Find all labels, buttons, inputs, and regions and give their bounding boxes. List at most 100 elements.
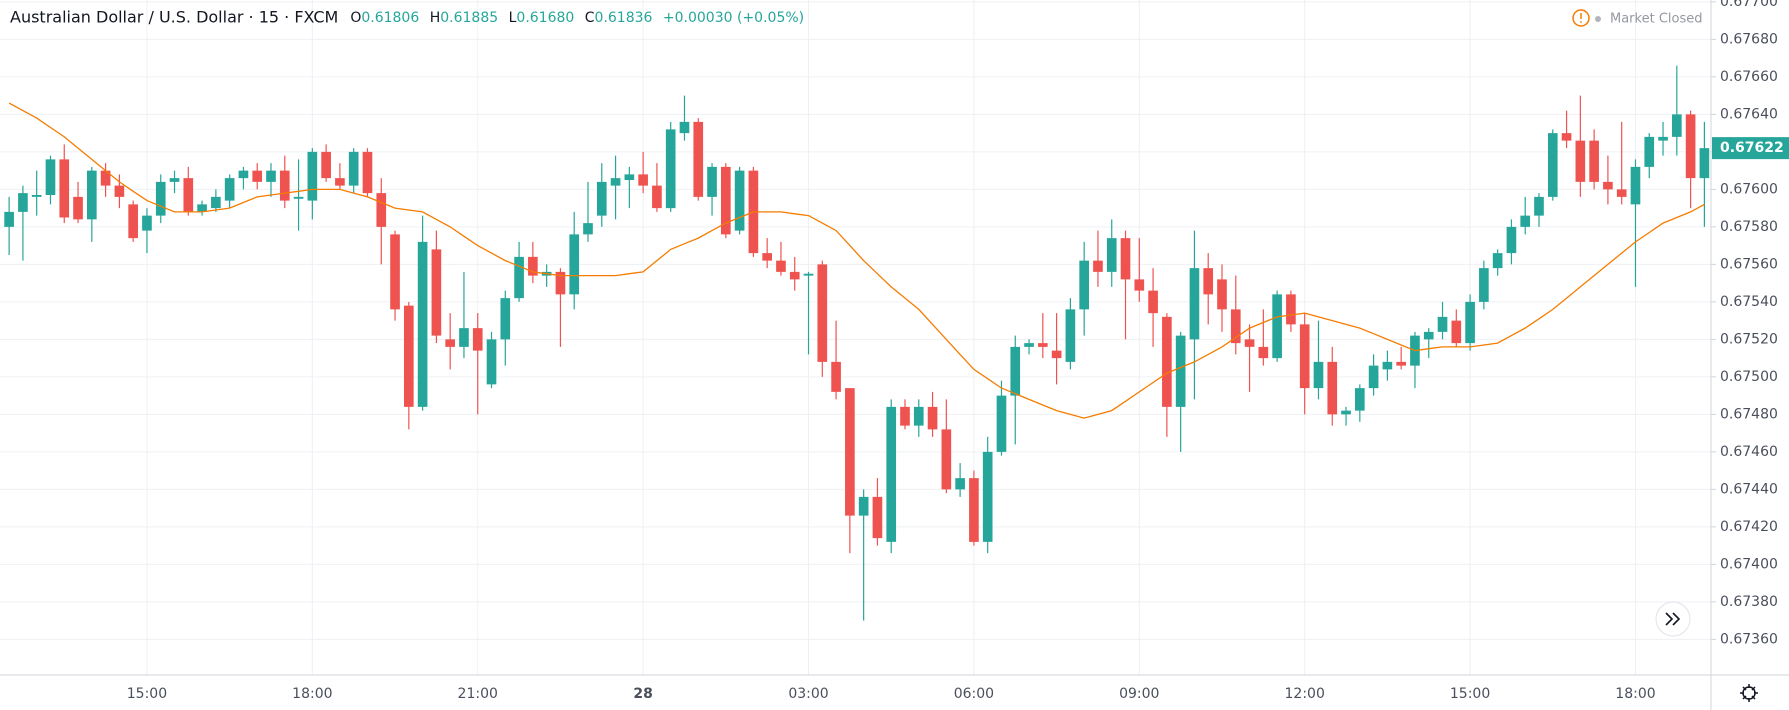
- candle-body: [1148, 290, 1158, 314]
- candle-body: [73, 196, 83, 220]
- candle-body: [1272, 294, 1282, 359]
- candle-body: [362, 151, 373, 194]
- candle-body: [1437, 316, 1448, 332]
- y-tick-label: 0.67380: [1720, 594, 1778, 610]
- candle-body: [1534, 196, 1544, 216]
- y-tick-label: 0.67700: [1720, 0, 1778, 10]
- candle-body: [1575, 140, 1586, 182]
- candle-body: [858, 496, 869, 516]
- candle-body: [872, 496, 883, 539]
- open-value: 0.61806: [361, 10, 419, 26]
- candle-body: [348, 151, 359, 186]
- candle-body: [1106, 238, 1117, 272]
- high-label: H: [430, 10, 441, 26]
- y-tick-label: 0.67560: [1720, 256, 1778, 272]
- candle-body: [114, 185, 125, 197]
- y-tick-label: 0.67600: [1720, 181, 1778, 197]
- candle-body: [776, 260, 786, 272]
- candle-body: [279, 170, 290, 201]
- candle-body: [183, 178, 194, 212]
- candle-body: [31, 195, 42, 197]
- candle-body: [1286, 294, 1296, 325]
- candle-body: [417, 241, 428, 407]
- candle-body: [100, 170, 111, 186]
- candle-body: [1492, 253, 1503, 269]
- high-value: 0.61885: [440, 10, 498, 26]
- candle-body: [1423, 331, 1434, 340]
- candle-body: [390, 234, 400, 310]
- candle-body: [45, 159, 56, 195]
- candle-body: [1258, 346, 1269, 359]
- candle-body: [1299, 324, 1310, 389]
- candle-body: [1051, 350, 1062, 359]
- candle-body: [86, 170, 97, 220]
- candle-body: [941, 429, 952, 490]
- candle-body: [1561, 133, 1572, 141]
- y-tick-label: 0.67660: [1720, 69, 1778, 85]
- legend-header: Australian Dollar / U.S. Dollar · 15 · F…: [10, 8, 338, 27]
- x-tick-label: 18:00: [292, 686, 332, 702]
- candle-body: [693, 121, 704, 197]
- y-tick-label: 0.67420: [1720, 519, 1778, 535]
- grid: [0, 0, 1711, 675]
- candle-body: [1506, 226, 1517, 254]
- candle-body: [1547, 133, 1558, 197]
- candle-body: [1162, 316, 1172, 407]
- candle-body: [1093, 260, 1103, 272]
- candle-body: [1175, 335, 1186, 407]
- candle-body: [403, 305, 414, 407]
- candle-body: [1037, 343, 1048, 347]
- candle-body: [128, 204, 138, 239]
- candle-body: [996, 395, 1007, 452]
- candle-body: [1120, 238, 1131, 280]
- open-label: O: [350, 10, 361, 26]
- warning-icon[interactable]: [1572, 9, 1590, 27]
- candle-body: [845, 388, 855, 516]
- candle-body: [197, 204, 207, 212]
- x-tick-label: 09:00: [1119, 686, 1159, 702]
- candle-body: [1616, 189, 1627, 197]
- settings-button[interactable]: [1740, 684, 1758, 702]
- candle-body: [1658, 136, 1668, 141]
- candle-body: [707, 166, 717, 197]
- warning-icon-dot: [1580, 21, 1582, 23]
- scroll-icon: [1665, 612, 1681, 626]
- candle-body: [1520, 215, 1531, 227]
- candle-body: [335, 178, 345, 186]
- y-tick-label: 0.67360: [1720, 631, 1778, 647]
- candle-body: [376, 193, 387, 227]
- candle-body: [969, 478, 979, 542]
- candle-body: [679, 121, 690, 134]
- candle-body: [1382, 361, 1393, 370]
- candle-body: [610, 178, 621, 186]
- symbol-title: Australian Dollar / U.S. Dollar · 15 · F…: [10, 8, 338, 27]
- candle-body: [224, 178, 235, 201]
- candle-body: [4, 211, 14, 227]
- candle-body: [1327, 361, 1338, 415]
- market-status: Market Closed: [1610, 12, 1703, 27]
- candle-body: [817, 264, 828, 362]
- candle-body: [1079, 260, 1089, 310]
- candle-body: [734, 170, 745, 231]
- candle-body: [1368, 365, 1379, 389]
- candle-body: [266, 170, 276, 182]
- candle-body: [459, 328, 469, 347]
- plot: [4, 65, 1710, 621]
- candle-body: [720, 166, 731, 235]
- candle-body: [1671, 114, 1682, 137]
- candle-body: [803, 273, 814, 276]
- y-tick-label: 0.67480: [1720, 406, 1778, 422]
- candle-body: [1217, 279, 1227, 310]
- candle-body: [1024, 343, 1034, 347]
- change-value: +0.00030 (+0.05%): [663, 10, 804, 26]
- candle-body: [1589, 140, 1599, 182]
- candle-body: [569, 234, 580, 295]
- y-tick-label: 0.67680: [1720, 31, 1778, 47]
- close-value: 0.61836: [595, 10, 653, 26]
- candle-body: [142, 215, 152, 231]
- candle-body: [155, 181, 166, 216]
- y-tick-label: 0.67520: [1720, 331, 1778, 347]
- x-tick-label: 15:00: [1450, 686, 1490, 702]
- close-label: C: [585, 10, 595, 26]
- candle-body: [900, 406, 910, 426]
